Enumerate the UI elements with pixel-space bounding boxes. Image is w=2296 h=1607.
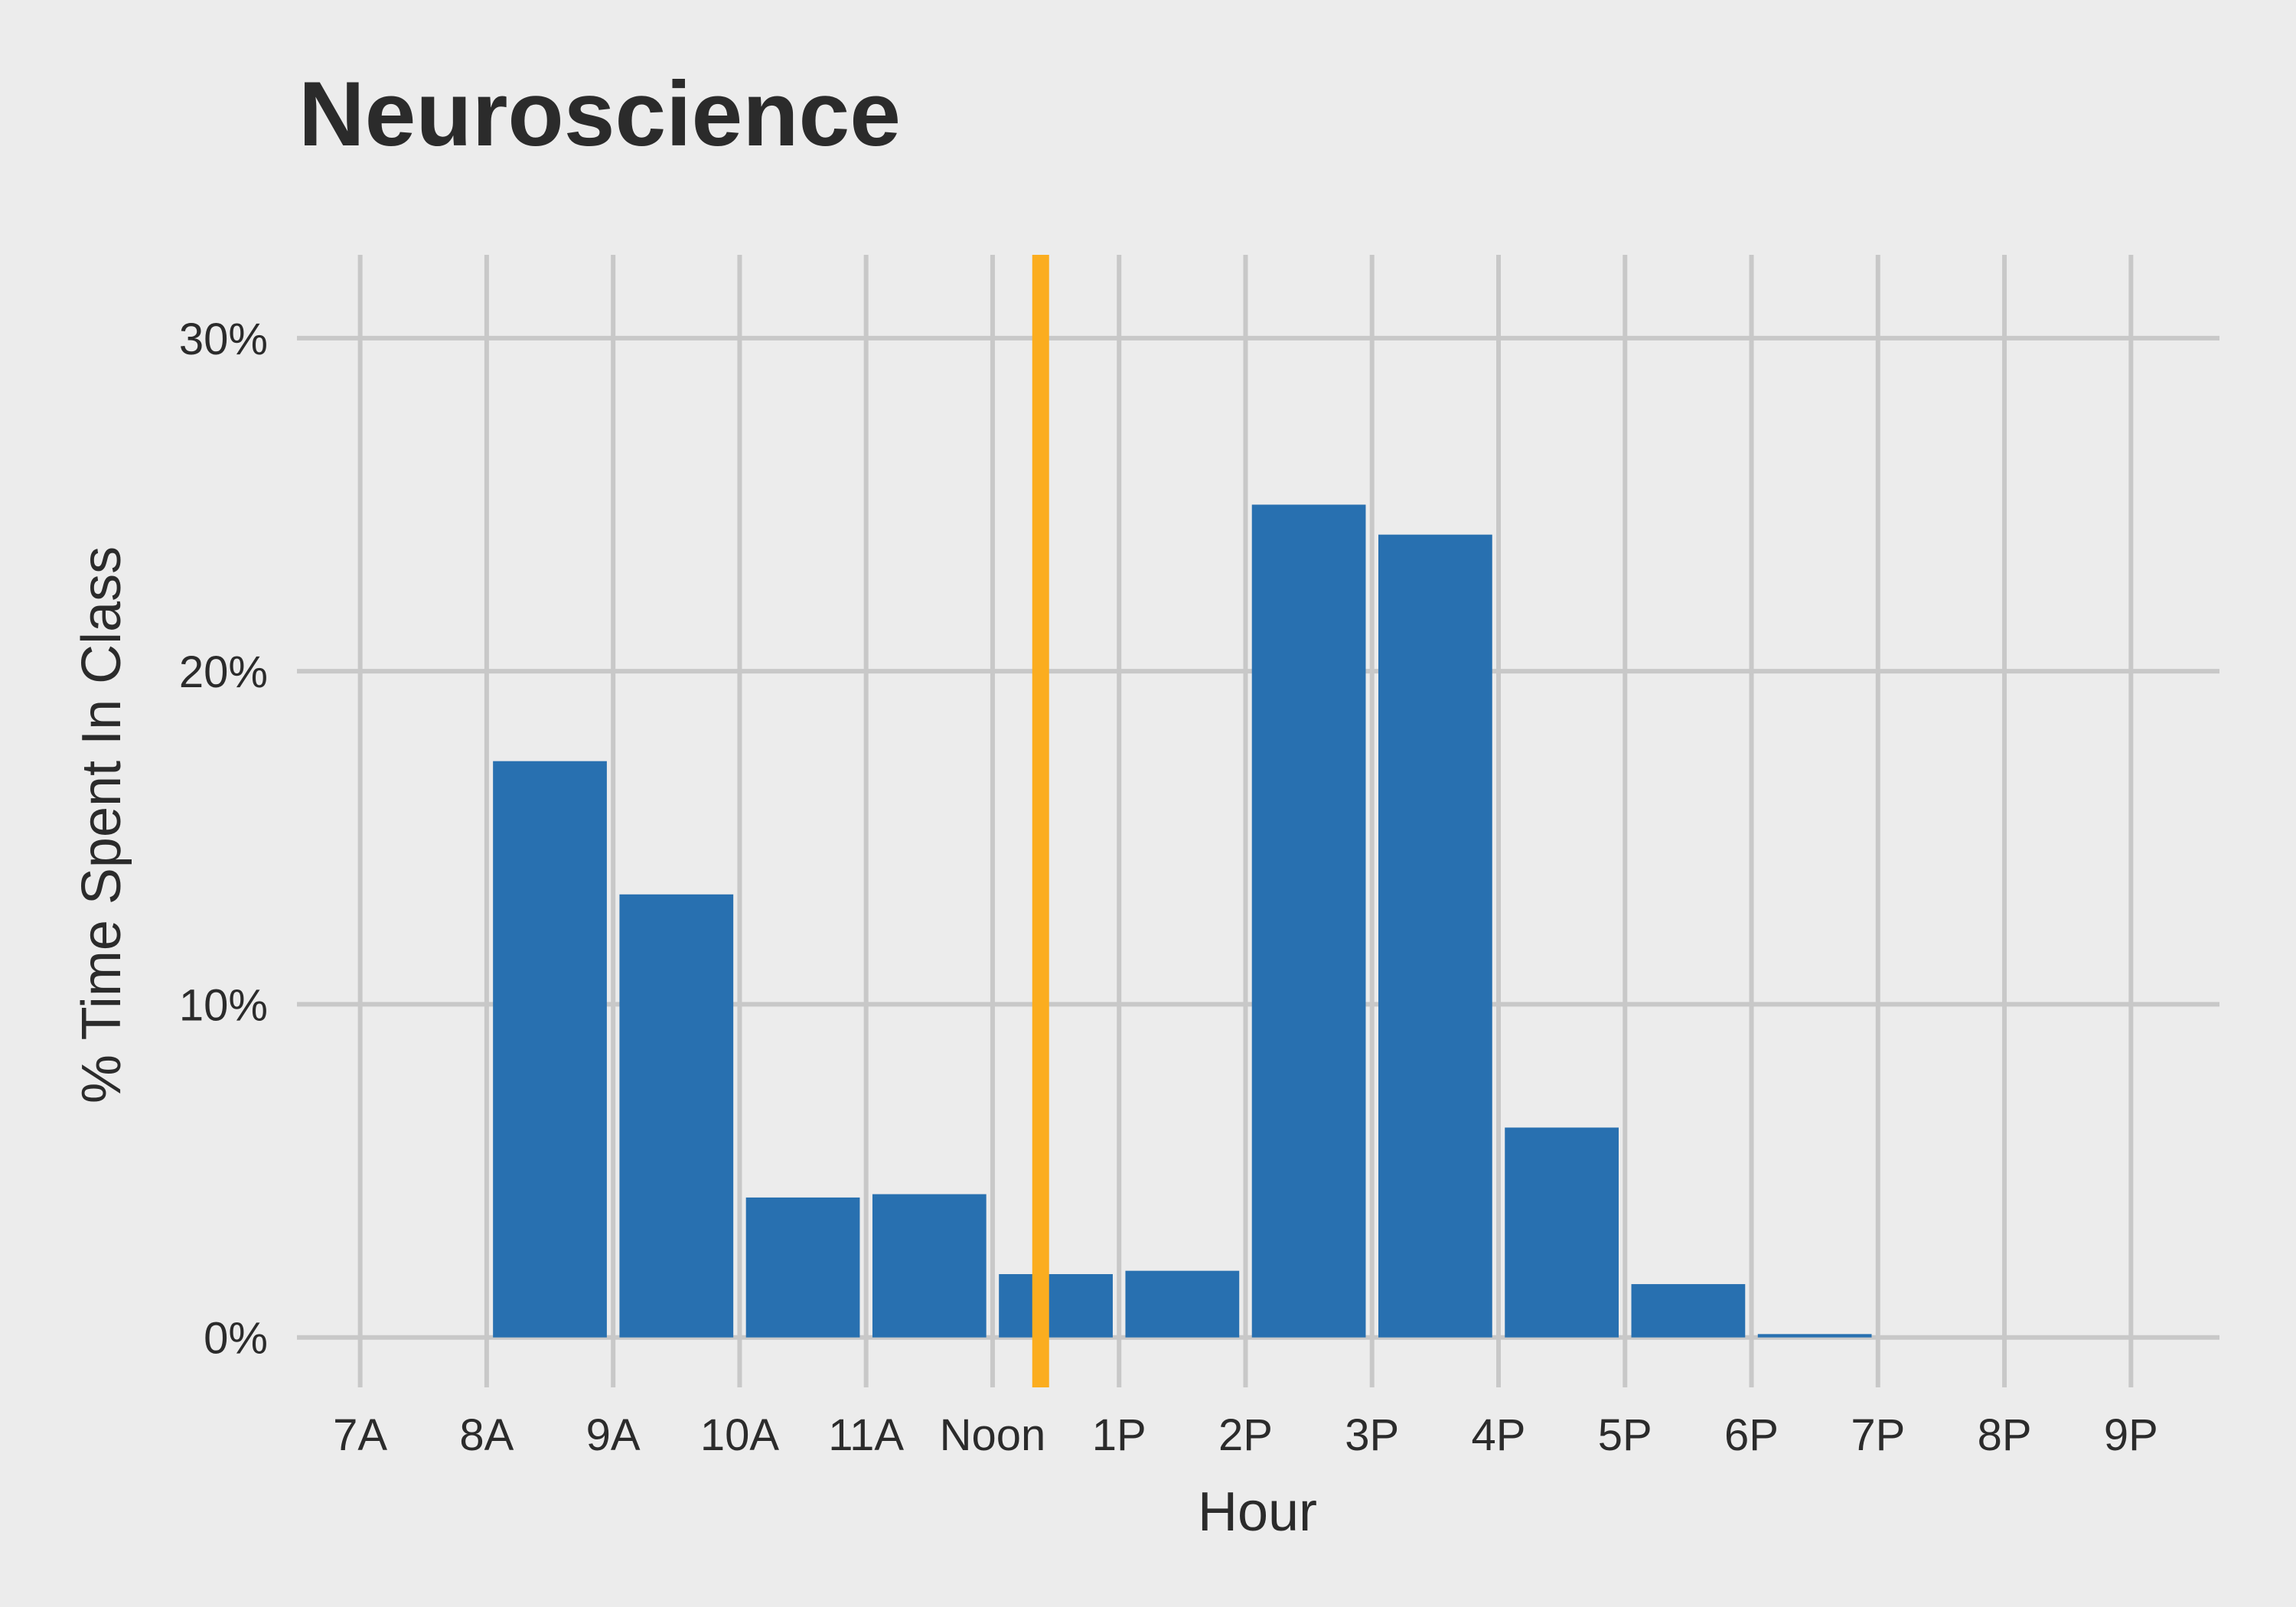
x-tick-label: 9A [586, 1410, 641, 1460]
x-tick-labels: 7A 8A 9A 10A 11A Noon 1P 2P 3P 4P 5P 6P 7P 8P 9P [333, 1410, 2158, 1460]
x-axis-label: Hour [1198, 1482, 1317, 1543]
x-tick-label: 7P [1851, 1410, 1905, 1460]
bar [1505, 1127, 1619, 1338]
bar [999, 1274, 1113, 1338]
x-tick-label: 7A [333, 1410, 387, 1460]
bar [1631, 1284, 1746, 1338]
x-tick-label: 2P [1218, 1410, 1273, 1460]
y-tick-label: 20% [179, 647, 268, 697]
bar [1251, 504, 1366, 1338]
x-tick-label: 1P [1092, 1410, 1146, 1460]
bar [619, 894, 734, 1338]
bar [1378, 534, 1492, 1338]
y-tick-label: 0% [204, 1314, 268, 1364]
x-tick-label: 4P [1472, 1410, 1526, 1460]
x-tick-label: 11A [828, 1410, 904, 1460]
x-tick-label: 8A [459, 1410, 514, 1460]
chart-title: Neuroscience [298, 63, 901, 165]
y-tick-label: 30% [179, 315, 268, 364]
bar [493, 761, 607, 1338]
bar [1125, 1270, 1240, 1338]
bar [872, 1194, 987, 1338]
x-tick-label: 10A [700, 1410, 780, 1460]
bar [1757, 1334, 1872, 1338]
x-tick-label: Noon [940, 1410, 1046, 1460]
y-tick-labels: 0% 10% 20% 30% [179, 315, 268, 1364]
x-tick-label: 3P [1345, 1410, 1399, 1460]
x-tick-label: 8P [1978, 1410, 2032, 1460]
bar [745, 1197, 860, 1338]
y-tick-label: 10% [179, 980, 268, 1030]
x-tick-label: 9P [2104, 1410, 2158, 1460]
x-tick-label: 5P [1598, 1410, 1652, 1460]
bars [493, 504, 1872, 1338]
gridlines [297, 255, 2219, 1387]
x-tick-label: 6P [1724, 1410, 1779, 1460]
y-axis-label: % Time Spent In Class [71, 546, 132, 1103]
